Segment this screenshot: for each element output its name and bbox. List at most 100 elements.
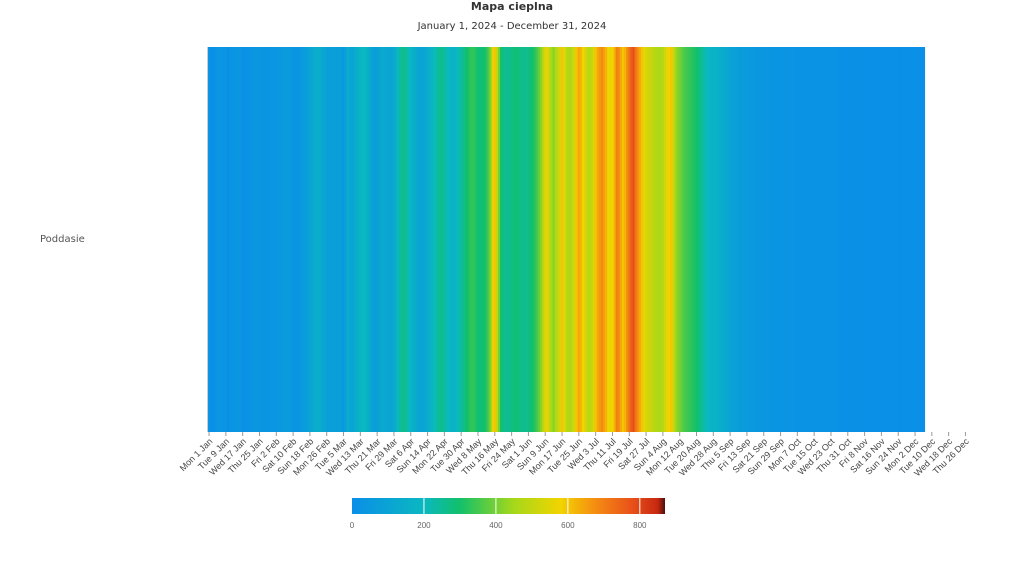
heatmap-cell [609, 47, 613, 432]
heatmap-cell [443, 47, 447, 432]
heatmap-cell [363, 47, 367, 432]
heatmap-cell [575, 47, 579, 432]
heatmap-cell [397, 47, 400, 432]
heatmap-cell [369, 47, 373, 432]
heatmap-cell [403, 47, 407, 432]
heatmap-cell [487, 47, 491, 432]
heatmap-cell [869, 47, 873, 432]
heatmap-cell [691, 47, 694, 432]
heatmap-cell [775, 47, 778, 432]
heatmap-cell [367, 47, 371, 432]
heatmap-cell [245, 47, 249, 432]
heatmap-cell [594, 47, 598, 432]
heatmap-cell [348, 47, 352, 432]
heatmap-cell [592, 47, 596, 432]
legend-tick-label: 400 [489, 521, 503, 530]
chart-title: Mapa cieplna [470, 0, 554, 13]
heatmap-cell [329, 47, 333, 432]
heatmap-cell [216, 47, 220, 432]
heatmap-cell [764, 47, 768, 432]
heatmap-cell [838, 47, 842, 432]
heatmap-cell [470, 47, 474, 432]
heatmap-cell [237, 47, 241, 432]
heatmap-cell [502, 47, 505, 432]
heatmap-cell [621, 47, 625, 432]
heatmap-cell [224, 47, 228, 432]
heatmap-cell [235, 47, 239, 432]
heatmap-cell [853, 47, 856, 432]
heatmap-cell [808, 47, 812, 432]
heatmap-cell [689, 47, 692, 432]
heatmap-cell [897, 47, 900, 432]
heatmap-cell [651, 47, 655, 432]
heatmap-cell [479, 47, 482, 432]
heatmap-cell [863, 47, 867, 432]
heatmap-cell [813, 47, 816, 432]
heatmap-cell [632, 47, 636, 432]
heatmap-cell [737, 47, 741, 432]
heatmap-cell [373, 47, 377, 432]
heatmap-cell [636, 47, 640, 432]
heatmap-cell [634, 47, 638, 432]
heatmap-cell [466, 47, 470, 432]
heatmap-cell [317, 47, 320, 432]
heatmap-cell [825, 47, 829, 432]
heatmap-cell [313, 47, 316, 432]
heatmap-cell [684, 47, 688, 432]
heatmap-cell [800, 47, 804, 432]
heatmap-cell [268, 47, 272, 432]
heatmap-cell [388, 47, 392, 432]
heatmap-cell [550, 47, 554, 432]
heatmap-cell [493, 47, 497, 432]
heatmap-cell [218, 47, 222, 432]
heatmap-cell [298, 47, 302, 432]
heatmap-cell [722, 47, 726, 432]
heatmap-cell [909, 47, 913, 432]
heatmap-cell [750, 47, 753, 432]
heatmap-cell [306, 47, 310, 432]
heatmap-cell [556, 47, 560, 432]
heatmap-cell [413, 47, 417, 432]
legend-tick-label: 600 [561, 521, 575, 530]
heatmap-cell [336, 47, 339, 432]
heatmap-cell [922, 47, 926, 432]
heatmap-cell [916, 47, 919, 432]
heatmap-cell [815, 47, 818, 432]
heatmap-cell [598, 47, 602, 432]
heatmap-cell [756, 47, 760, 432]
heatmap-cell [512, 47, 516, 432]
legend-tick-label: 200 [417, 521, 431, 530]
heatmap-cell [350, 47, 354, 432]
heatmap-cell [250, 47, 253, 432]
heatmap-cell [855, 47, 858, 432]
heatmap-cell [754, 47, 757, 432]
heatmap-cell [359, 47, 362, 432]
heatmap-cell [308, 47, 312, 432]
heatmap-cell [405, 47, 409, 432]
heatmap-cell [783, 47, 787, 432]
heatmap-cell [617, 47, 621, 432]
heatmap-cell [334, 47, 337, 432]
heatmap-cell [264, 47, 268, 432]
heatmap-cell [577, 47, 581, 432]
heatmap-cell [876, 47, 879, 432]
heatmap-cell [296, 47, 299, 432]
heatmap-cell [768, 47, 772, 432]
heatmap-cell [731, 47, 734, 432]
heatmap-cell [890, 47, 894, 432]
heatmap-cell [642, 47, 646, 432]
heatmap-cell [281, 47, 285, 432]
heatmap-cell [806, 47, 810, 432]
heatmap-cell [460, 47, 463, 432]
heatmap-cell [836, 47, 839, 432]
heatmap-cell [695, 47, 699, 432]
heatmap-cell [212, 47, 215, 432]
heatmap-cell [241, 47, 245, 432]
heatmap-cell [552, 47, 556, 432]
heatmap-cell [668, 47, 671, 432]
heatmap-cell [794, 47, 797, 432]
heatmap-cell [596, 47, 600, 432]
heatmap-cell [619, 47, 623, 432]
heatmap-cell [464, 47, 468, 432]
